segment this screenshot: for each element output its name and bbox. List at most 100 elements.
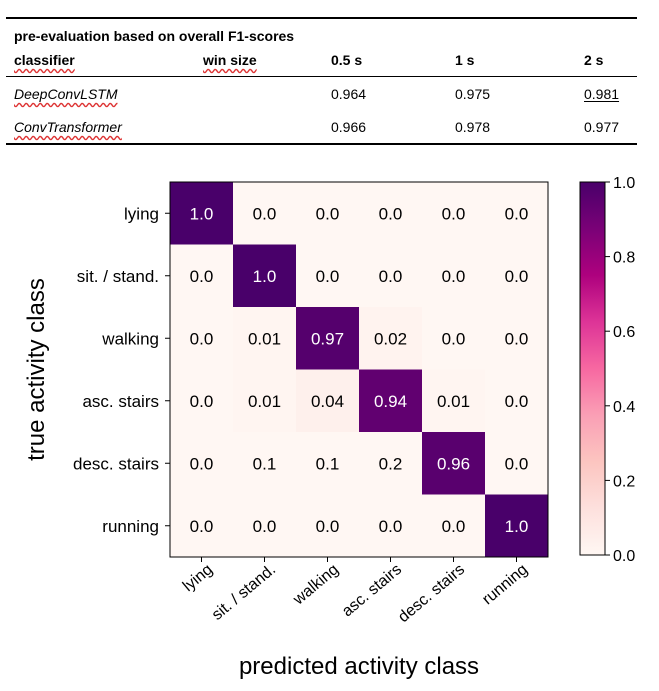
row-score: 0.966 [331, 119, 367, 135]
cell-value-label: 0.0 [442, 204, 466, 223]
table-row: DeepConvLSTM 0.964 0.975 0.981 [6, 77, 637, 110]
cell-value-label: 0.0 [379, 517, 403, 536]
colorbar-tick-label: 0.4 [613, 399, 635, 416]
row-classifier-name: ConvTransformer [14, 119, 122, 135]
heatmap-cell [485, 244, 549, 308]
header-1s: 1 s [455, 52, 475, 68]
cell-value-label: 0.0 [253, 204, 277, 223]
row-score: 0.964 [331, 86, 367, 102]
y-tick-label: walking [101, 329, 159, 348]
cell-value-label: 0.0 [505, 329, 529, 348]
heatmap-cell [485, 182, 549, 245]
cell-value-label: 0.2 [379, 454, 403, 473]
heatmap-cell [359, 307, 423, 370]
table-bottom-rule [6, 143, 637, 145]
heatmap-cell [170, 244, 234, 308]
cell-value-label: 0.0 [379, 204, 403, 223]
heatmap-cell [422, 494, 486, 558]
cell-value-label: 0.0 [505, 454, 529, 473]
colorbar [579, 181, 606, 556]
cell-value-label: 0.04 [311, 392, 344, 411]
x-tick-label: lying [180, 561, 216, 595]
heatmap-cell [296, 244, 360, 308]
heatmap-cell [422, 307, 486, 370]
header-win-size: win size [203, 52, 257, 68]
heatmap-cell [170, 182, 234, 245]
cell-value-label: 0.97 [311, 329, 344, 348]
cell-value-label: 0.0 [442, 267, 466, 286]
heatmap-cell [233, 494, 297, 558]
heatmap-cell [170, 494, 234, 558]
table-row: ConvTransformer 0.966 0.978 0.977 [6, 110, 637, 143]
heatmap-cell [296, 432, 360, 495]
cell-value-label: 0.0 [505, 204, 529, 223]
heatmap-frame [169, 181, 549, 558]
cell-value-label: 0.0 [442, 517, 466, 536]
header-0-5s: 0.5 s [331, 52, 363, 68]
x-tick-label: walking [290, 561, 343, 609]
heatmap-cell [359, 494, 423, 558]
row-score: 0.977 [584, 119, 620, 135]
cell-value-label: 0.0 [442, 329, 466, 348]
colorbar-tick-label: 0.0 [613, 548, 635, 565]
cell-value-label: 0.0 [190, 517, 214, 536]
colorbar-tick-label: 1.0 [613, 175, 635, 192]
heatmap-cell [485, 432, 549, 495]
heatmap-cell [422, 182, 486, 245]
y-tick-label: desc. stairs [73, 454, 159, 473]
cell-value-label: 0.96 [437, 454, 470, 473]
heatmap-cell [296, 307, 360, 370]
heatmap-cell [233, 244, 297, 308]
cell-value-label: 1.0 [253, 267, 277, 286]
cell-value-label: 0.0 [190, 329, 214, 348]
cell-value-label: 0.0 [379, 267, 403, 286]
heatmap-cell [359, 369, 423, 433]
heatmap-cell [233, 432, 297, 495]
x-axis-title: predicted activity class [239, 653, 479, 680]
x-tick-label: running [479, 561, 531, 608]
cell-value-label: 0.01 [437, 392, 470, 411]
y-tick-label: running [102, 517, 159, 536]
cell-value-label: 0.94 [374, 392, 407, 411]
heatmap-cell [233, 369, 297, 433]
confusion-matrix-chart: 1.0 0.0 0.0 0.0 0.0 0.0 0.0 1.0 0.0 0.0 0.0 0.0 0.0 0… [23, 175, 635, 680]
heatmap-cell [233, 307, 297, 370]
cell-value-label: 1.0 [190, 204, 214, 223]
y-tick-label: lying [124, 204, 159, 223]
heatmap-cell [359, 244, 423, 308]
table-title: pre-evaluation based on overall F1-score… [14, 28, 295, 44]
cell-value-label: 0.0 [505, 267, 529, 286]
cell-value-label: 0.0 [190, 454, 214, 473]
table-header-rule [6, 76, 637, 77]
heatmap-cell [485, 369, 549, 433]
x-tick-label: desc. stairs [395, 561, 468, 626]
y-tick-label: sit. / stand. [77, 267, 159, 286]
cell-value-label: 0.0 [316, 267, 340, 286]
heatmap-cell [170, 432, 234, 495]
cell-value-label: 0.0 [505, 392, 529, 411]
heatmap-cell [296, 369, 360, 433]
colorbar-tick-label: 0.6 [613, 324, 635, 341]
row-classifier-name: DeepConvLSTM [14, 86, 118, 102]
heatmap-cell [422, 369, 486, 433]
heatmap-cell [485, 307, 549, 370]
cell-value-label: 0.0 [190, 392, 214, 411]
row-score-best: 0.981 [584, 86, 620, 102]
colorbar-tick-label: 0.2 [613, 473, 635, 490]
cell-value-label: 0.0 [253, 517, 277, 536]
table-top-rule [6, 17, 637, 19]
cell-value-label: 0.0 [316, 517, 340, 536]
cell-value-label: 1.0 [505, 517, 529, 536]
cell-value-label: 0.0 [316, 204, 340, 223]
y-tick-label: asc. stairs [82, 392, 159, 411]
heatmap-cell [296, 182, 360, 245]
heatmap-cell [359, 432, 423, 495]
heatmap-cell [422, 432, 486, 495]
x-tick-label: sit. / stand. [209, 561, 279, 624]
cell-value-label: 0.01 [248, 329, 281, 348]
row-score: 0.978 [455, 119, 491, 135]
cell-value-label: 0.1 [253, 454, 277, 473]
heatmap-cell [233, 182, 297, 245]
results-table: pre-evaluation based on overall F1-score… [6, 17, 637, 145]
header-2s: 2 s [584, 52, 604, 68]
